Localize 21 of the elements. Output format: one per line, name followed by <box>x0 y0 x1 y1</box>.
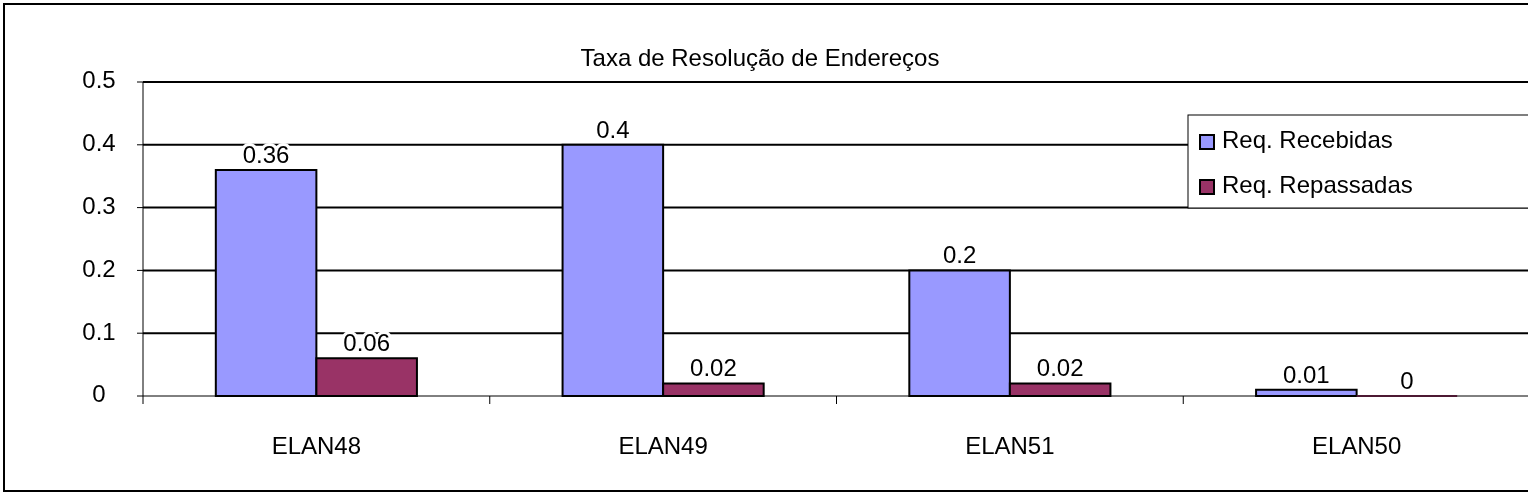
data-label: 0.02 <box>1036 354 1084 382</box>
data-label: 0.06 <box>343 329 391 357</box>
data-label: 0.2 <box>942 241 977 269</box>
legend-label: Req. Repassadas <box>1222 171 1413 199</box>
x-tick-label: ELAN48 <box>271 432 362 460</box>
y-tick-label: 0.2 <box>82 254 116 282</box>
data-label: 0.36 <box>242 140 290 168</box>
y-tick-label: 0.1 <box>82 317 116 345</box>
x-tick-label: ELAN50 <box>1311 432 1402 460</box>
y-tick-label: 0.4 <box>82 129 116 157</box>
x-tick-label: ELAN49 <box>618 432 708 460</box>
data-label: 0.02 <box>690 354 737 382</box>
y-tick-label: 0.3 <box>82 191 116 219</box>
data-label: 0.4 <box>596 115 630 143</box>
x-tick-label: ELAN51 <box>965 432 1055 460</box>
y-tick-label: 0 <box>92 380 106 408</box>
y-tick-label: 0.5 <box>82 66 116 94</box>
data-label: 0 <box>1400 367 1414 394</box>
data-label: 0.01 <box>1282 360 1330 388</box>
chart-title: Taxa de Resolução de Endereços <box>580 44 940 71</box>
legend-label: Req. Recebidas <box>1222 126 1393 154</box>
